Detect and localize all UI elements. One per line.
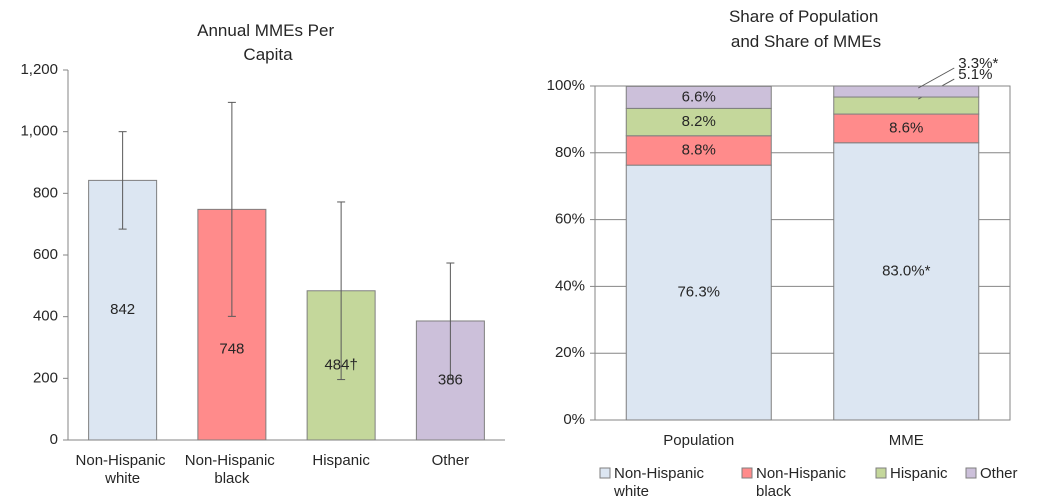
- value-label: 8.6%: [889, 119, 923, 136]
- value-label: 8.8%: [682, 141, 716, 158]
- y-tick-label: 0%: [563, 411, 585, 428]
- legend-label: Hispanic: [890, 465, 948, 482]
- y-tick-label: 200: [33, 369, 58, 386]
- y-tick-label: 800: [33, 184, 58, 201]
- chart-title: Annual MMEs Per Capita: [197, 21, 339, 64]
- y-tick-label: 1,000: [20, 123, 58, 140]
- y-tick-label: 60%: [555, 211, 585, 228]
- x-tick-label: Non-Hispanic black: [185, 452, 279, 487]
- y-tick-label: 80%: [555, 144, 585, 161]
- chart-title: Share of Population and Share of MMEs: [729, 7, 883, 51]
- bar-segment: [833, 85, 980, 98]
- x-tick-label: Population: [663, 432, 734, 449]
- bar-segment: [625, 135, 772, 166]
- bar-segment: [833, 113, 980, 144]
- y-tick-label: 40%: [555, 277, 585, 294]
- y-tick-label: 600: [33, 246, 58, 263]
- x-tick-label: Hispanic: [312, 452, 370, 469]
- value-label: 3.3%*: [958, 55, 998, 72]
- value-label: 76.3%: [677, 284, 720, 301]
- y-tick-label: 400: [33, 308, 58, 325]
- value-label: 386: [438, 371, 463, 388]
- y-tick-label: 1,200: [20, 61, 58, 78]
- value-label: 83.0%*: [882, 262, 931, 279]
- y-tick-label: 20%: [555, 344, 585, 361]
- bar-segment: [833, 96, 980, 115]
- value-label: 5.1%: [958, 66, 992, 83]
- legend-swatch: [599, 467, 611, 479]
- x-tick-label: Non-Hispanic white: [76, 452, 170, 487]
- legend-swatch: [965, 467, 977, 479]
- legend-swatch: [875, 467, 887, 479]
- value-label: 748: [219, 341, 244, 358]
- y-tick-label: 100%: [547, 77, 585, 94]
- value-label: 6.6%: [682, 88, 716, 105]
- bar-segment: [833, 142, 980, 421]
- x-tick-label: MME: [889, 432, 924, 449]
- legend-swatch: [741, 467, 753, 479]
- legend-label: Non-Hispanic white: [613, 465, 708, 500]
- leader-line: [918, 67, 955, 89]
- value-label: 842: [110, 301, 135, 318]
- legend-label: Non-Hispanic black: [756, 465, 850, 500]
- y-tick-label: 0: [50, 431, 58, 448]
- value-label: 484†: [324, 356, 357, 373]
- x-tick-label: Other: [432, 452, 470, 469]
- value-label: 8.2%: [682, 113, 716, 130]
- legend-label: Other: [980, 465, 1018, 482]
- bar-segment: [625, 85, 772, 109]
- bar-segment: [625, 164, 772, 421]
